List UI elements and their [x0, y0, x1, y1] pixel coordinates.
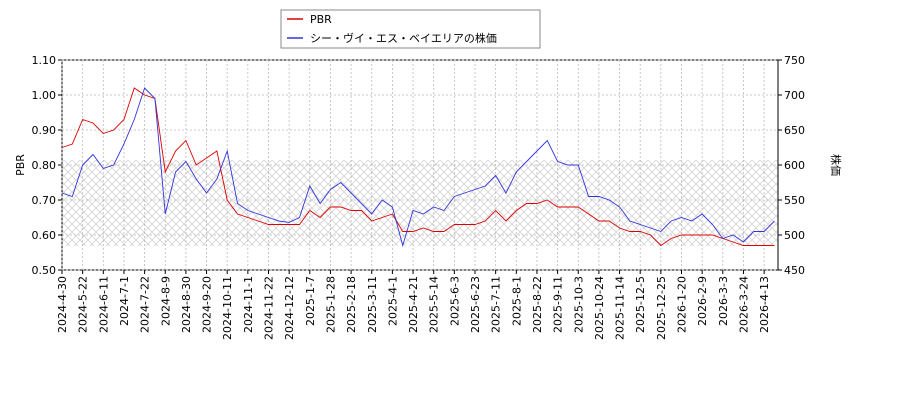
y-tick-label: 1.00 — [32, 89, 57, 102]
series-line — [61, 87, 775, 247]
x-tick-label: 2025-10-3 — [572, 276, 585, 333]
y2-tick-label: 600 — [784, 159, 805, 172]
legend — [280, 9, 541, 49]
x-tick-label: 2024-8-30 — [180, 276, 193, 333]
x-tick-label: 2025-4-1 — [386, 276, 399, 326]
x-tick-label: 2026-3-3 — [717, 276, 730, 326]
x-tick-label: 2024-4-30 — [56, 276, 69, 333]
y2-tick-label: 450 — [784, 264, 805, 277]
x-tick-label: 2025-6-23 — [469, 276, 482, 333]
y-tick-label: 0.50 — [32, 264, 57, 277]
x-tick-label: 2024-7-22 — [139, 276, 152, 333]
x-tick-label: 2024-9-20 — [201, 276, 214, 333]
x-tick-label: 2025-9-11 — [552, 276, 565, 333]
x-tick-label: 2024-5-22 — [77, 276, 90, 333]
x-tick-label: 2024-6-11 — [97, 276, 110, 333]
x-tick-label: 2025-6-3 — [448, 276, 461, 326]
x-tick-label: 2025-8-1 — [510, 276, 523, 326]
x-tick-label: 2025-4-21 — [407, 276, 420, 333]
legend-label: シー・ヴイ・エス・ベイエリアの株価 — [310, 31, 497, 45]
x-tick-label: 2025-8-22 — [531, 276, 544, 333]
x-tick-label: 2025-7-11 — [490, 276, 503, 333]
hatch-band — [62, 160, 778, 246]
y-tick-label: 0.70 — [32, 194, 57, 207]
x-tick-label: 2025-3-11 — [366, 276, 379, 333]
x-tick-label: 2025-12-25 — [655, 276, 668, 340]
series-line — [61, 87, 775, 248]
y-tick-label: 0.60 — [32, 229, 57, 242]
y2-tick-label: 550 — [784, 194, 805, 207]
x-tick-label: 2026-2-9 — [696, 276, 709, 326]
x-tick-label: 2025-10-24 — [593, 276, 606, 340]
x-tick-label: 2025-2-18 — [345, 276, 358, 333]
x-tick-label: 2026-4-13 — [758, 276, 771, 333]
x-tick-label: 2026-1-20 — [676, 276, 689, 333]
x-tick-label: 2024-11-1 — [242, 276, 255, 333]
x-tick-label: 2025-12-5 — [634, 276, 647, 333]
y2-tick-label: 700 — [784, 89, 805, 102]
legend-label: PBR — [310, 13, 332, 26]
x-tick-label: 2025-1-7 — [304, 276, 317, 326]
x-tick-label: 2024-10-11 — [221, 276, 234, 340]
y2-tick-label: 750 — [784, 54, 805, 67]
x-tick-label: 2024-8-9 — [159, 276, 172, 326]
y2-tick-label: 500 — [784, 229, 805, 242]
y-tick-label: 0.90 — [32, 124, 57, 137]
x-tick-label: 2024-11-22 — [263, 276, 276, 340]
y2-tick-label: 650 — [784, 124, 805, 137]
x-tick-label: 2024-12-12 — [283, 276, 296, 340]
y-tick-label: 1.10 — [32, 54, 57, 67]
x-tick-label: 2025-1-28 — [324, 276, 337, 333]
x-tick-label: 2025-5-14 — [428, 276, 441, 333]
y-axis-label: PBR — [14, 154, 27, 176]
x-tick-label: 2024-7-1 — [118, 276, 131, 326]
x-tick-label: 2026-3-24 — [737, 276, 750, 333]
y2-axis-label: 株価 — [829, 154, 843, 176]
y-tick-label: 0.80 — [32, 159, 57, 172]
x-tick-label: 2025-11-14 — [614, 276, 627, 340]
